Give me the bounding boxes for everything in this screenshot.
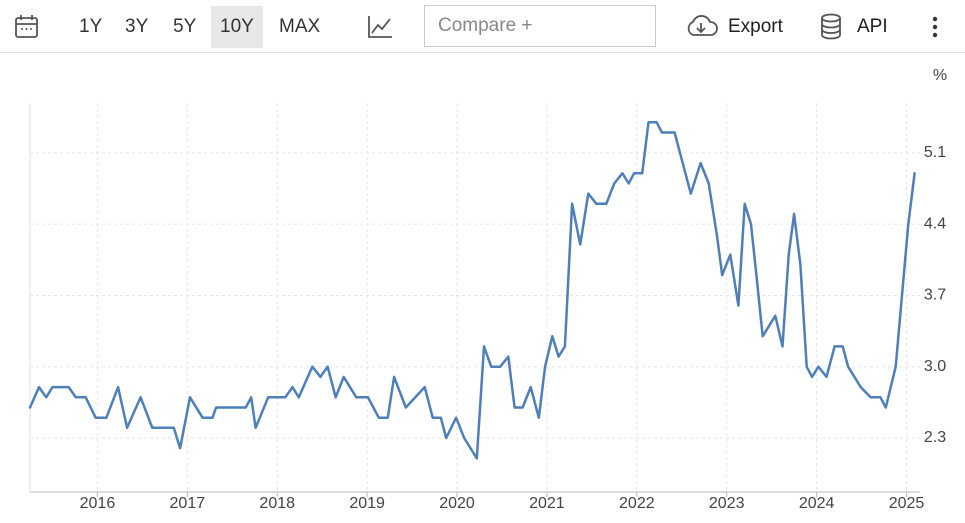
api-button[interactable]: API (857, 16, 888, 37)
line-series (28, 121, 916, 460)
x-tick-label: 2023 (709, 495, 745, 512)
x-tick-label: 2024 (799, 495, 835, 512)
calendar-icon[interactable] (14, 14, 40, 40)
y-tick-label: 2.3 (924, 429, 946, 446)
range-button[interactable]: 5Y (173, 16, 197, 37)
chart: % 2.3 3.0 3.7 4.4 5.1 2016 2017 2018 2019 2020 202… (28, 67, 947, 512)
y-tick-label: 3.7 (924, 287, 946, 304)
y-tick-label: 4.4 (924, 215, 946, 232)
chart-type-icon[interactable] (367, 14, 393, 40)
toolbar: 1Y 3Y 5Y 10Y MAX Compare + Export API (0, 0, 965, 53)
x-tick-label: 2018 (259, 495, 295, 512)
y-tick-label: 5.1 (924, 144, 946, 161)
range-button[interactable]: 1Y (79, 16, 103, 37)
compare-input[interactable]: Compare + (424, 5, 656, 47)
range-button[interactable]: 3Y (125, 16, 149, 37)
range-button[interactable]: 10Y (211, 6, 263, 48)
x-tick-label: 2022 (619, 495, 655, 512)
x-tick-label: 2021 (529, 495, 565, 512)
x-tick-label: 2016 (80, 495, 116, 512)
more-icon[interactable] (928, 15, 942, 39)
y-tick-label: 3.0 (924, 358, 946, 375)
range-button[interactable]: MAX (279, 16, 321, 37)
x-tick-label: 2025 (889, 495, 925, 512)
unit-label: % (933, 67, 947, 84)
export-icon[interactable] (684, 14, 720, 40)
x-tick-label: 2020 (439, 495, 475, 512)
export-button[interactable]: Export (728, 16, 783, 37)
x-tick-label: 2017 (170, 495, 206, 512)
api-icon[interactable] (819, 13, 845, 41)
x-tick-label: 2019 (349, 495, 385, 512)
